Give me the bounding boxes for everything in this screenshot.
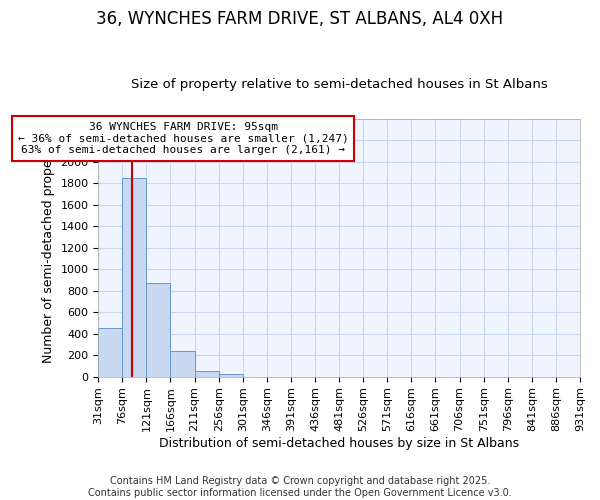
Text: 36 WYNCHES FARM DRIVE: 95sqm
← 36% of semi-detached houses are smaller (1,247)
6: 36 WYNCHES FARM DRIVE: 95sqm ← 36% of se… xyxy=(18,122,349,155)
Bar xyxy=(122,178,146,376)
Bar xyxy=(98,328,122,376)
Bar xyxy=(194,372,218,376)
Y-axis label: Number of semi-detached properties: Number of semi-detached properties xyxy=(41,132,55,364)
Title: Size of property relative to semi-detached houses in St Albans: Size of property relative to semi-detach… xyxy=(131,78,547,91)
Bar xyxy=(218,374,243,376)
X-axis label: Distribution of semi-detached houses by size in St Albans: Distribution of semi-detached houses by … xyxy=(159,437,519,450)
Bar xyxy=(146,283,170,376)
Bar xyxy=(170,352,194,376)
Text: Contains HM Land Registry data © Crown copyright and database right 2025.
Contai: Contains HM Land Registry data © Crown c… xyxy=(88,476,512,498)
Text: 36, WYNCHES FARM DRIVE, ST ALBANS, AL4 0XH: 36, WYNCHES FARM DRIVE, ST ALBANS, AL4 0… xyxy=(97,10,503,28)
